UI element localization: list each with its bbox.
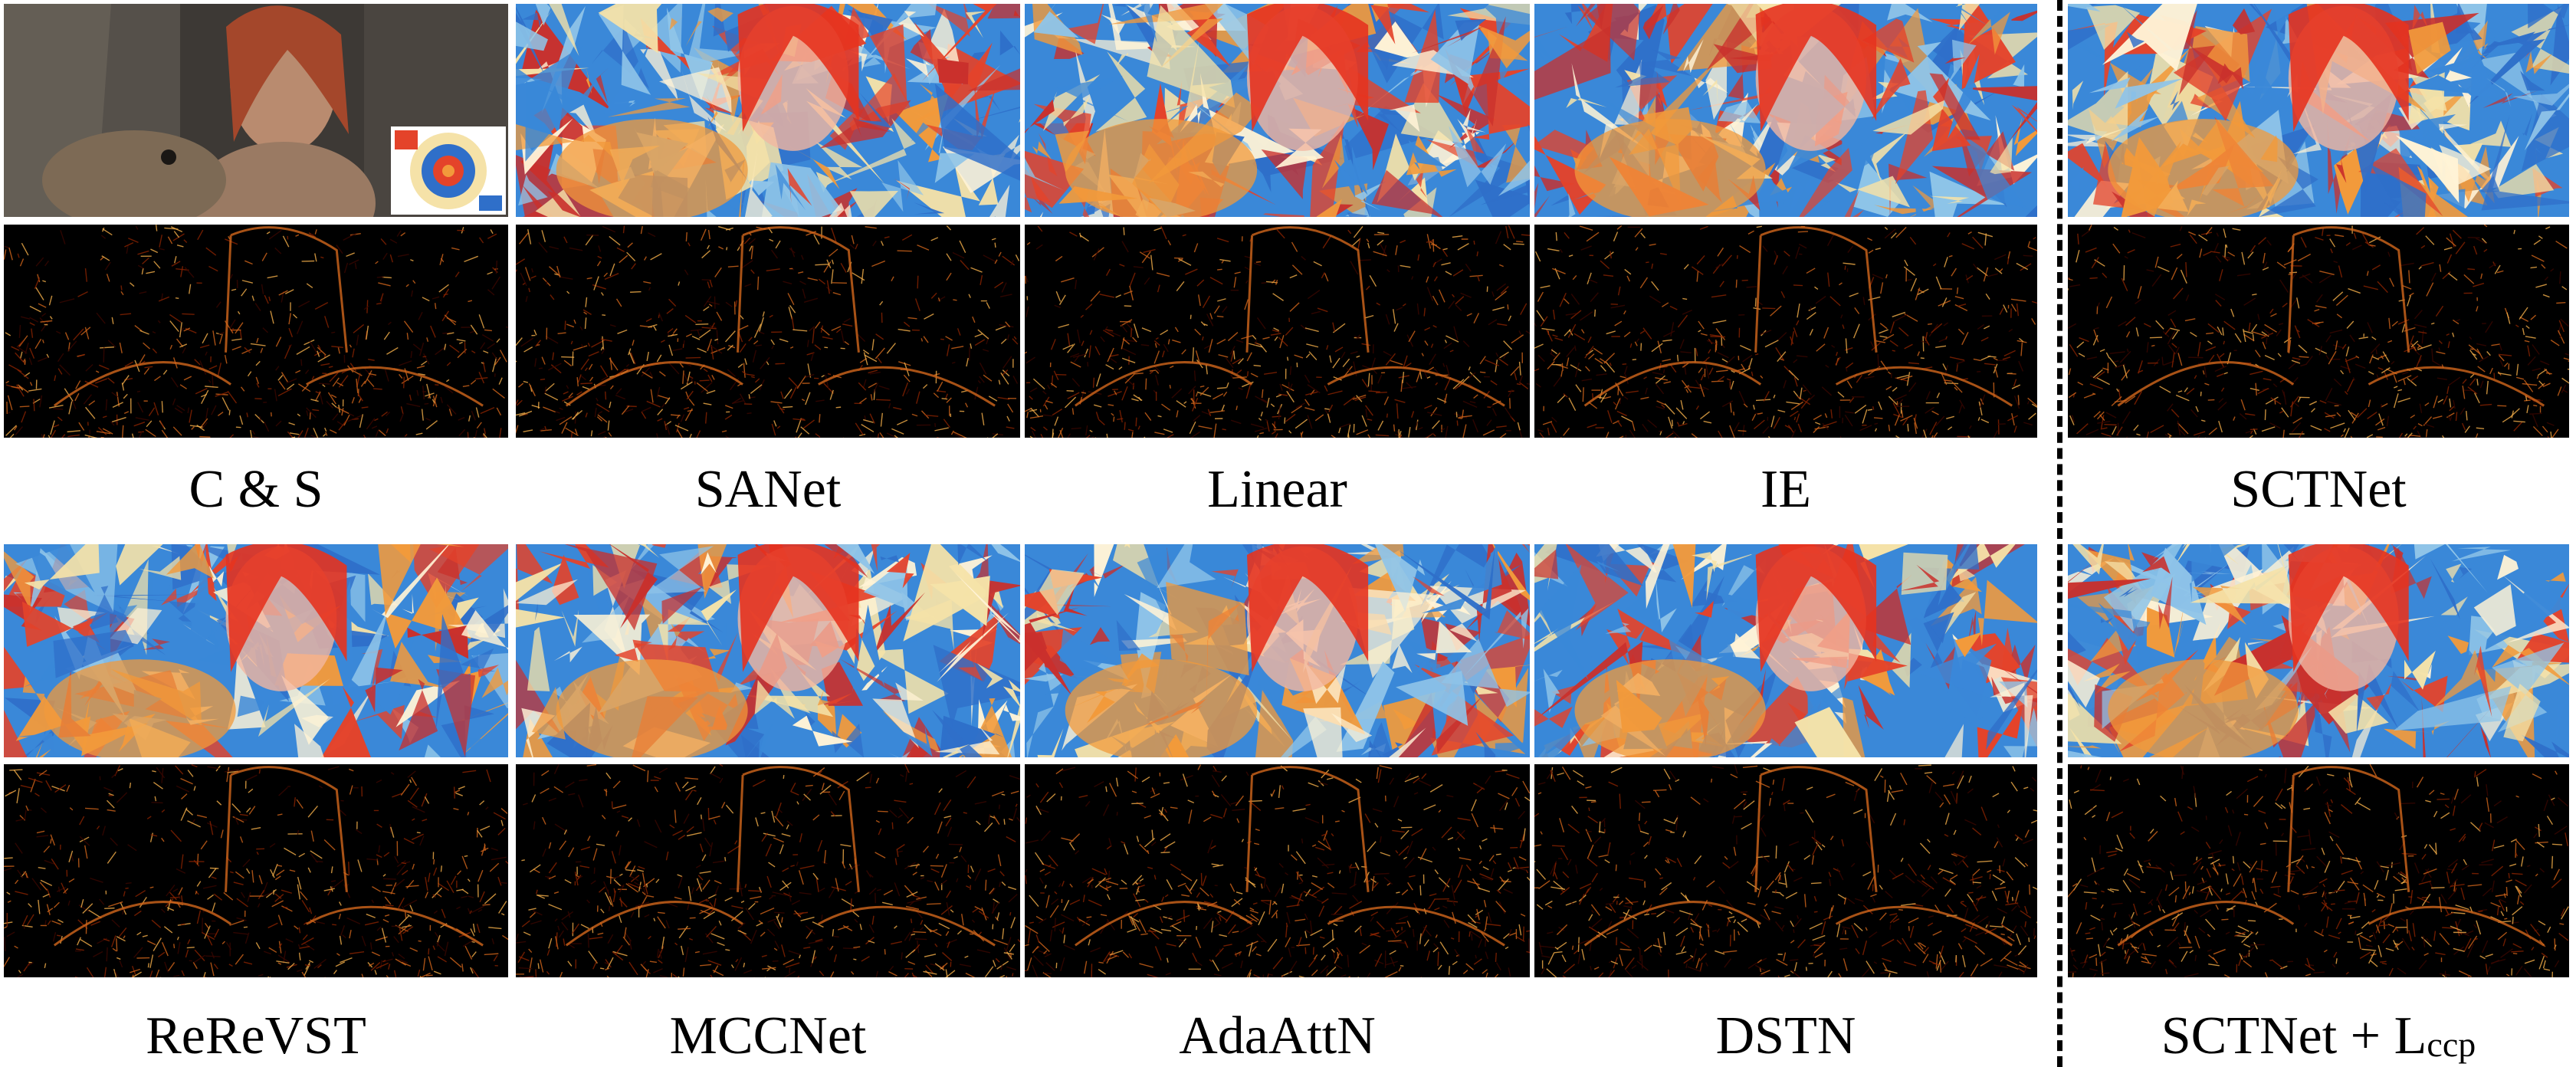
comparison-divider <box>2057 0 2062 1067</box>
label-c-and-s: C & S <box>4 463 508 517</box>
sanet-stylized-image <box>516 4 1020 217</box>
dstn-error-heatmap <box>1534 764 2037 977</box>
sctnet-ccp-stylized-image <box>2068 544 2569 757</box>
sctnet-stylized-image <box>2068 4 2569 217</box>
mccnet-stylized-image <box>516 544 1020 757</box>
label-mccnet: MCCNet <box>516 1010 1020 1063</box>
sctnet-ccp-error-heatmap <box>2068 764 2569 977</box>
mccnet-error-heatmap <box>516 764 1020 977</box>
rerevst-error-heatmap <box>4 764 508 977</box>
label-rerevst: ReReVST <box>4 1010 508 1063</box>
adaattn-stylized-image <box>1025 544 1530 757</box>
sanet-error-heatmap <box>516 225 1020 438</box>
content-edge-map <box>4 225 508 438</box>
label-sctnet: SCTNet <box>2068 463 2569 517</box>
linear-stylized-image <box>1025 4 1530 217</box>
label-linear: Linear <box>1025 463 1530 517</box>
adaattn-error-heatmap <box>1025 764 1530 977</box>
dstn-stylized-image <box>1534 544 2037 757</box>
label-sanet: SANet <box>516 463 1020 517</box>
label-sctnet-ccp: SCTNet + Lccp <box>2068 1010 2569 1063</box>
content-style-image <box>4 4 508 217</box>
ie-stylized-image <box>1534 4 2037 217</box>
sctnet-error-heatmap <box>2068 225 2569 438</box>
label-ie: IE <box>1534 463 2037 517</box>
linear-error-heatmap <box>1025 225 1530 438</box>
rerevst-stylized-image <box>4 544 508 757</box>
ie-error-heatmap <box>1534 225 2037 438</box>
label-adaattn: AdaAttN <box>1025 1010 1530 1063</box>
label-dstn: DSTN <box>1534 1010 2037 1063</box>
